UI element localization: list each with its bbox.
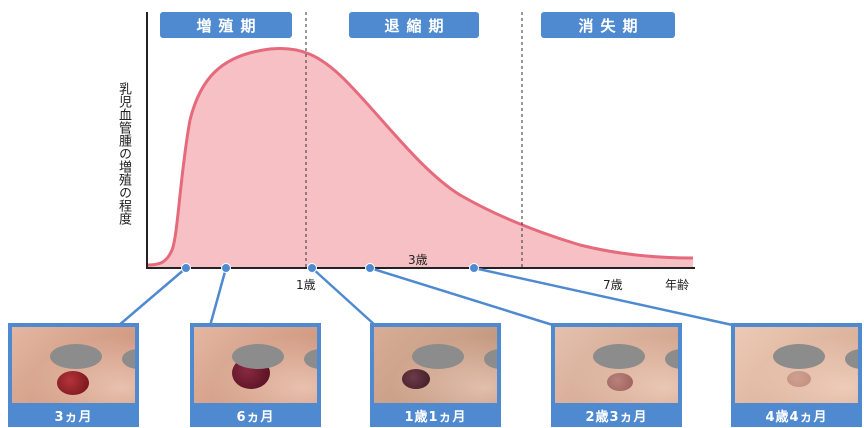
photo-caption: 1歳1ヵ月 <box>404 409 467 425</box>
privacy-mask <box>773 344 825 369</box>
clinical-photo <box>12 327 135 403</box>
photo-caption: 6ヵ月 <box>236 409 275 425</box>
privacy-mask <box>304 349 317 369</box>
growth-curve <box>146 46 694 267</box>
photo-caption: 3ヵ月 <box>54 409 93 425</box>
lesion-mark <box>402 369 430 389</box>
photo-card-2y3m: 2歳3ヵ月 <box>551 323 682 427</box>
privacy-mask <box>845 349 858 369</box>
clinical-photo <box>374 327 497 403</box>
marker-6m <box>221 263 231 273</box>
photo-card-4y4m: 4歳4ヵ月 <box>731 323 862 427</box>
lesion-mark <box>57 371 89 395</box>
clinical-photo <box>555 327 678 403</box>
y-axis-label: 乳児血管腫の増殖の程度 <box>116 82 131 225</box>
connector-4y4m <box>473 266 738 328</box>
phase-proliferation-label: 増殖期 <box>160 12 292 38</box>
privacy-mask <box>122 349 135 369</box>
marker-4y4m <box>469 263 479 273</box>
marker-2y3m <box>365 263 375 273</box>
connector-6m <box>208 267 228 327</box>
lesion-mark <box>787 371 811 387</box>
growth-area <box>147 48 693 268</box>
phase-involution-label: 退縮期 <box>349 12 479 38</box>
connector-3m <box>117 267 187 327</box>
x-axis-unit-label: 年齢 <box>665 278 690 292</box>
privacy-mask <box>665 349 678 369</box>
connector-2y3m <box>369 266 557 328</box>
photo-card-1y1m: 1歳1ヵ月 <box>370 323 501 427</box>
clinical-photo <box>194 327 317 403</box>
photo-card-6m: 6ヵ月 <box>190 323 321 427</box>
clinical-photo <box>735 327 858 403</box>
phase-disappearance-label: 消失期 <box>541 12 675 38</box>
privacy-mask <box>593 344 645 369</box>
photo-caption: 4歳4ヵ月 <box>765 409 828 425</box>
privacy-mask <box>232 344 284 369</box>
privacy-mask <box>412 344 464 369</box>
photo-card-3m: 3ヵ月 <box>8 323 139 427</box>
x-tick-1-year: 1歳 <box>296 278 316 292</box>
privacy-mask <box>50 344 102 369</box>
x-tick-3-years: 3歳 <box>408 253 428 267</box>
marker-1y1m <box>307 263 317 273</box>
marker-3m <box>181 263 191 273</box>
privacy-mask <box>484 349 497 369</box>
x-tick-7-years: 7歳 <box>603 278 623 292</box>
lesion-mark <box>607 373 633 391</box>
photo-caption: 2歳3ヵ月 <box>585 409 648 425</box>
connector-1y1m <box>311 267 377 327</box>
